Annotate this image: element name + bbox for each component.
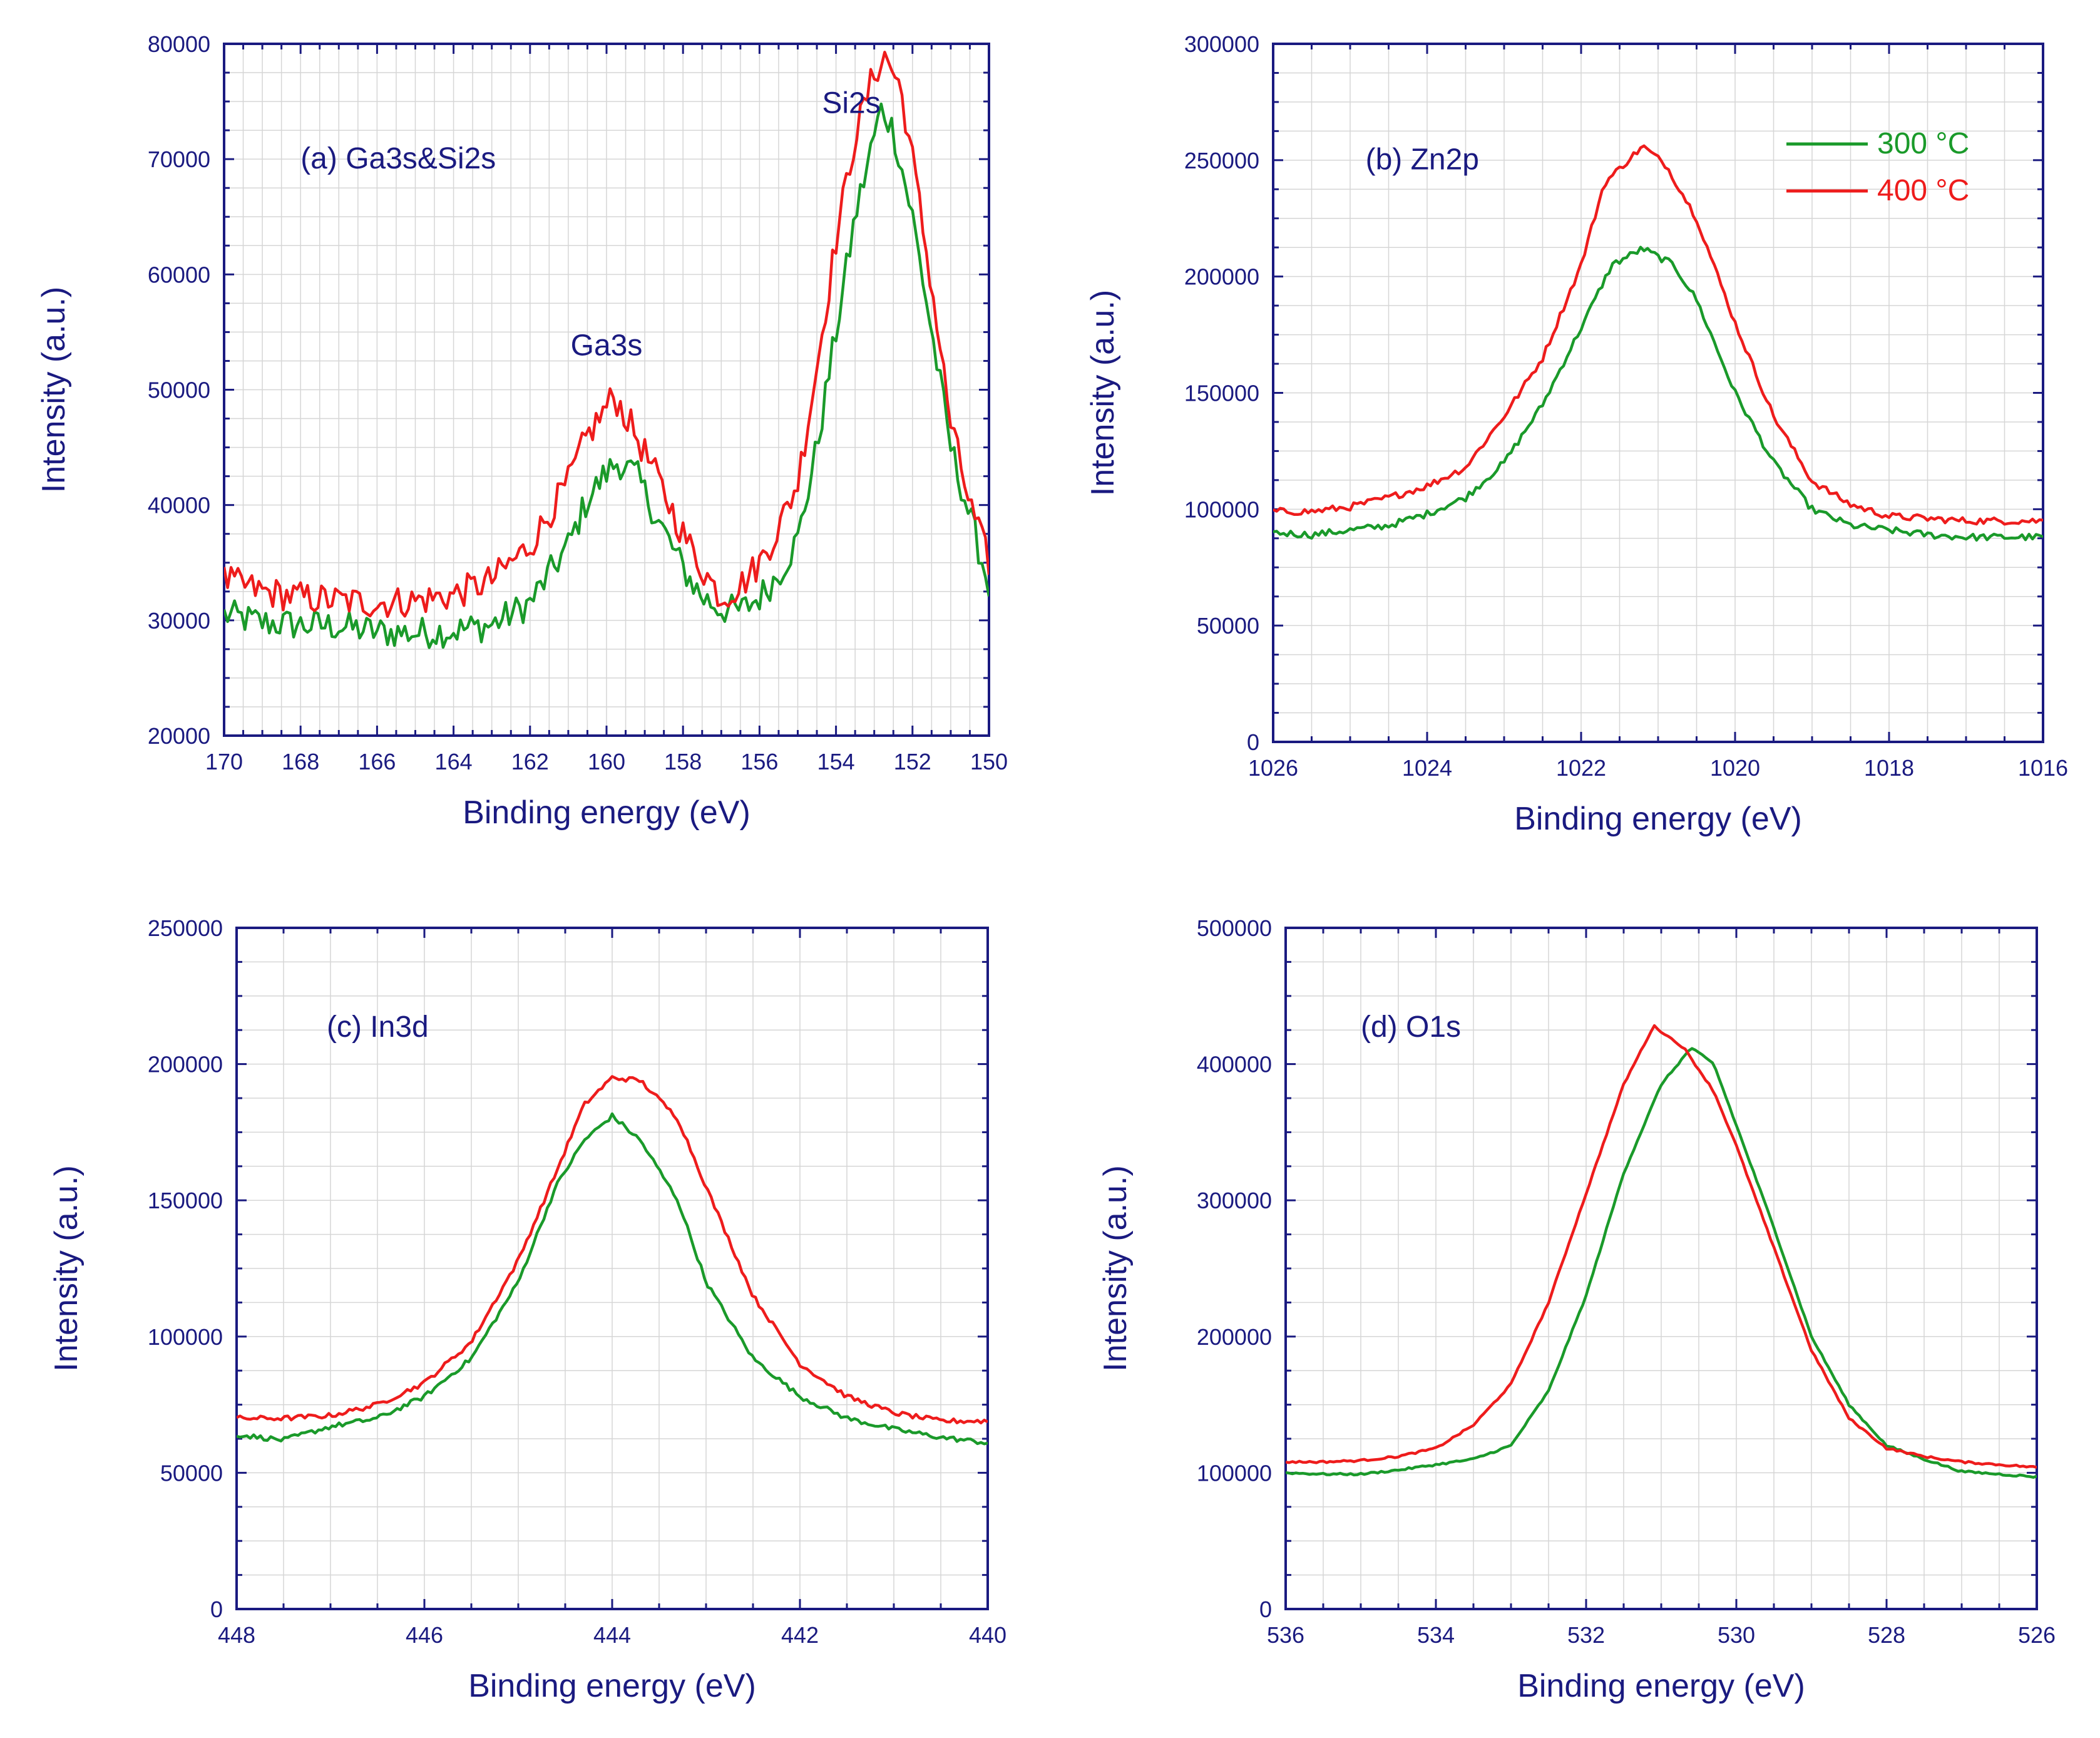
y-axis-label: Intensity (a.u.): [36, 287, 72, 493]
x-tick-label: 536: [1267, 1622, 1304, 1648]
panel-title: (c) In3d: [327, 1010, 429, 1044]
y-axis-label: Intensity (a.u.): [1097, 1165, 1134, 1371]
x-tick-label: 1020: [1710, 755, 1760, 781]
x-tick-label: 534: [1417, 1622, 1455, 1648]
x-tick-label: 152: [894, 749, 931, 774]
x-tick-label: 1016: [2018, 755, 2068, 781]
x-tick-label: 448: [218, 1622, 255, 1648]
x-tick-label: 166: [358, 749, 396, 774]
y-tick-label: 0: [1259, 1597, 1272, 1622]
x-tick-label: 532: [1567, 1622, 1605, 1648]
y-tick-label: 300000: [1184, 31, 1259, 57]
peak-annotation: Si2s: [822, 87, 880, 120]
x-tick-label: 150: [970, 749, 1008, 774]
series-line-300: [237, 1112, 988, 1446]
y-tick-label: 100000: [148, 1324, 223, 1350]
y-tick-label: 30000: [148, 608, 210, 634]
x-tick-label: 1024: [1402, 755, 1452, 781]
y-tick-label: 200000: [148, 1052, 223, 1077]
x-tick-label: 440: [969, 1622, 1006, 1648]
chart-panel-3: 536 534 532 530 528 526 0 100000 200000 300000 400…: [1097, 915, 2056, 1704]
x-tick-label: 1018: [1864, 755, 1914, 781]
x-tick-label: 528: [1868, 1622, 1905, 1648]
peak-annotation: Ga3s: [571, 329, 643, 362]
x-tick-label: 162: [511, 749, 549, 774]
x-axis-label: Binding energy (eV): [468, 1668, 756, 1704]
y-tick-label: 70000: [148, 147, 210, 172]
series-line-400: [237, 1075, 988, 1425]
x-axis-label: Binding energy (eV): [463, 794, 750, 831]
legend-label: 300 °C: [1877, 127, 1969, 160]
panel-title: (d) O1s: [1361, 1010, 1461, 1044]
x-tick-label: 154: [817, 749, 855, 774]
panel-title: (a) Ga3s&Si2s: [300, 142, 496, 175]
y-tick-label: 60000: [148, 262, 210, 287]
x-axis-label: Binding energy (eV): [1514, 801, 1802, 837]
chart-panel-0: 170 168 166 164 162 160 158 156 154 152 150 20000 30…: [36, 31, 1008, 831]
x-tick-label: 530: [1718, 1622, 1755, 1648]
y-tick-label: 100000: [1184, 496, 1259, 522]
y-tick-label: 0: [210, 1597, 223, 1622]
x-tick-label: 160: [588, 749, 625, 774]
y-tick-label: 500000: [1197, 915, 1272, 941]
x-tick-label: 168: [282, 749, 319, 774]
y-axis-label: Intensity (a.u.): [48, 1165, 85, 1371]
chart-panel-2: 448 446 444 442 440 0 50000 100000 150000 200000 2…: [48, 915, 1006, 1704]
y-axis-label: Intensity (a.u.): [1085, 290, 1121, 496]
x-tick-label: 526: [2018, 1622, 2056, 1648]
x-axis-label: Binding energy (eV): [1517, 1668, 1805, 1704]
y-tick-label: 200000: [1184, 264, 1259, 290]
x-tick-label: 156: [740, 749, 778, 774]
panel-title: (b) Zn2p: [1366, 143, 1479, 177]
legend: 300 °C 400 °C: [1786, 127, 1969, 207]
x-tick-label: 158: [664, 749, 702, 774]
y-tick-label: 150000: [148, 1188, 223, 1213]
x-tick-label: 1022: [1556, 755, 1606, 781]
y-tick-label: 200000: [1197, 1324, 1272, 1350]
x-tick-label: 170: [205, 749, 243, 774]
legend-label: 400 °C: [1877, 174, 1969, 207]
x-tick-label: 164: [435, 749, 473, 774]
series-line-400: [1286, 1024, 2037, 1469]
y-tick-label: 20000: [148, 723, 210, 749]
y-tick-label: 100000: [1197, 1460, 1272, 1486]
x-tick-label: 442: [781, 1622, 819, 1648]
x-tick-label: 446: [406, 1622, 443, 1648]
y-tick-label: 40000: [148, 493, 210, 518]
series-line-300: [224, 102, 989, 649]
x-tick-label: 444: [593, 1622, 631, 1648]
y-tick-label: 400000: [1197, 1052, 1272, 1077]
series-line-400: [224, 51, 989, 619]
y-tick-label: 50000: [160, 1460, 223, 1486]
y-tick-label: 150000: [1184, 381, 1259, 406]
y-tick-label: 50000: [1197, 613, 1259, 639]
chart-panel-1: 1026 1024 1022 1020 1018 1016 0 50000 100000 1500…: [1085, 31, 2068, 837]
y-tick-label: 50000: [148, 378, 210, 403]
grid: [1273, 43, 2044, 743]
series-line-300: [1273, 245, 2043, 542]
y-tick-label: 250000: [148, 915, 223, 941]
x-tick-label: 1026: [1248, 755, 1298, 781]
y-tick-label: 80000: [148, 31, 210, 57]
series-line-400: [1273, 144, 2043, 526]
y-tick-label: 0: [1247, 729, 1259, 755]
y-tick-label: 250000: [1184, 148, 1259, 173]
y-tick-label: 300000: [1197, 1188, 1272, 1213]
